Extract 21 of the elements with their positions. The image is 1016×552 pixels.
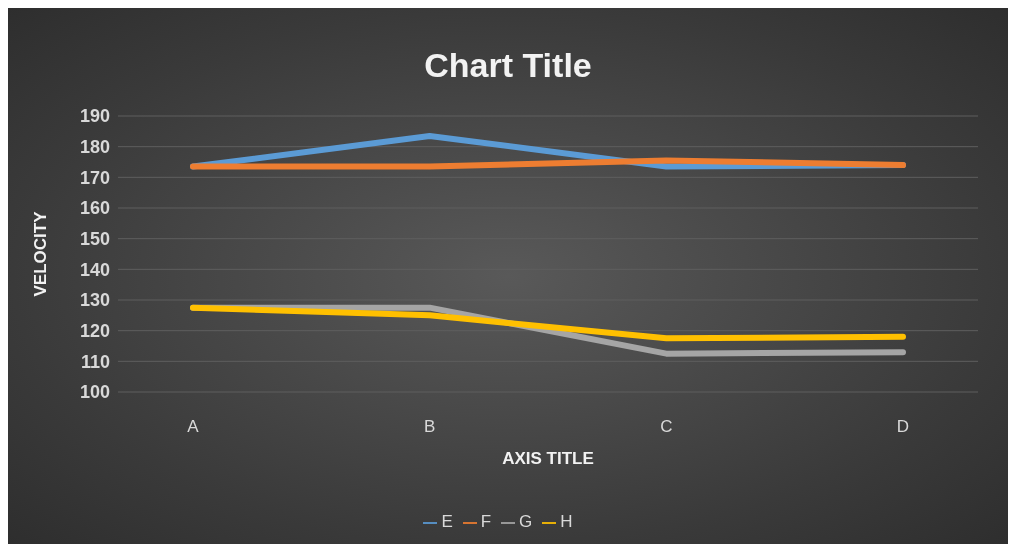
y-tick-label: 160 (79, 198, 110, 219)
y-tick-label: 180 (79, 137, 110, 158)
y-tick-label: 170 (79, 167, 110, 188)
y-axis-title: VELOCITY (31, 210, 51, 297)
x-tick-label: B (423, 417, 436, 437)
legend-label: G (519, 512, 533, 531)
y-tick-label: 120 (79, 321, 110, 342)
y-tick-label: 140 (79, 259, 110, 280)
x-axis-title: AXIS TITLE (502, 449, 594, 468)
legend-label: E (441, 512, 453, 531)
x-tick-label: C (660, 417, 673, 437)
y-tick-label: 110 (80, 351, 110, 372)
y-tick-label: 130 (79, 290, 110, 311)
x-tick-label: D (896, 417, 910, 437)
chart-title: Chart Title (423, 46, 593, 85)
legend-label: F (480, 512, 492, 531)
y-tick-label: 150 (79, 229, 110, 250)
legend-label: H (560, 512, 573, 531)
y-tick-label: 100 (79, 382, 110, 403)
x-tick-label: A (187, 417, 200, 437)
y-tick-label: 190 (79, 106, 110, 127)
